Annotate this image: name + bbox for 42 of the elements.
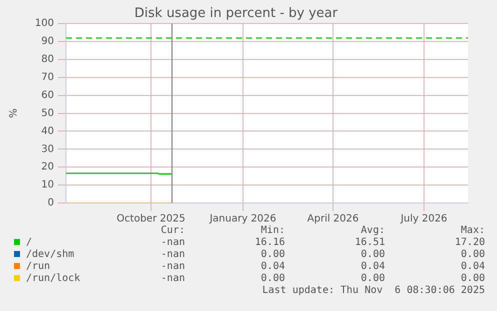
y-tick-label: 100	[34, 18, 54, 30]
text: 0.04	[360, 261, 385, 273]
y-tick-label: 30	[41, 144, 54, 155]
text: 0.04	[460, 261, 485, 273]
y-tick-label: 20	[41, 162, 54, 173]
text: 16.16	[254, 237, 285, 249]
text: 0.00	[260, 249, 285, 261]
text: -nan	[160, 249, 185, 261]
legend-label: /run	[25, 261, 50, 273]
y-tick-label: 90	[41, 36, 54, 48]
chart-title: Disk usage in percent - by year	[134, 6, 338, 22]
text: -nan	[160, 261, 185, 273]
text: Cur:	[160, 225, 185, 237]
y-tick-label: 0	[48, 198, 54, 209]
x-tick-label: January 2026	[208, 214, 276, 225]
text: 0.00	[360, 273, 385, 285]
text: Avg:	[360, 225, 385, 237]
y-tick-label: 70	[41, 72, 54, 84]
legend-label: /	[25, 237, 32, 249]
text: Max:	[460, 225, 485, 237]
text: 16.51	[354, 237, 385, 249]
y-tick-label: 50	[41, 108, 54, 119]
text: 0.00	[460, 273, 485, 285]
text: 0.00	[460, 249, 485, 261]
text: Last update: Thu Nov 6 08:30:06 2025	[262, 285, 485, 297]
x-tick-label: April 2026	[307, 214, 359, 225]
text: Min:	[260, 225, 285, 237]
x-tick-label: October 2025	[116, 214, 186, 225]
text: -nan	[160, 273, 185, 285]
text: 17.20	[454, 237, 485, 249]
text: 0.00	[260, 273, 285, 285]
y-tick-label: 80	[41, 54, 54, 66]
legend-label: /dev/shm	[25, 249, 74, 261]
y-tick-label: 10	[41, 180, 54, 191]
y-tick-label: 60	[41, 90, 54, 101]
legend-label: /run/lock	[25, 273, 80, 285]
text: 0.00	[360, 249, 385, 261]
x-tick-label: July 2026	[400, 214, 448, 225]
text: -nan	[160, 237, 185, 249]
text: 0.04	[260, 261, 285, 273]
y-tick-label: 40	[41, 126, 54, 137]
y-axis-title: %	[8, 108, 20, 118]
